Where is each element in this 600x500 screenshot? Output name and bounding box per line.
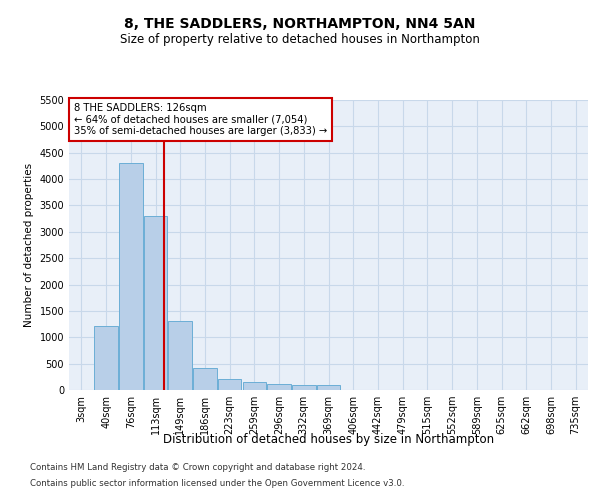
Bar — [317, 384, 340, 390]
Bar — [268, 384, 291, 390]
Text: Size of property relative to detached houses in Northampton: Size of property relative to detached ho… — [120, 32, 480, 46]
Bar — [193, 368, 217, 390]
Bar — [144, 216, 167, 390]
Text: 8, THE SADDLERS, NORTHAMPTON, NN4 5AN: 8, THE SADDLERS, NORTHAMPTON, NN4 5AN — [124, 18, 476, 32]
Bar — [218, 380, 241, 390]
Bar — [242, 382, 266, 390]
Bar — [119, 164, 143, 390]
Y-axis label: Number of detached properties: Number of detached properties — [24, 163, 34, 327]
Text: Contains HM Land Registry data © Crown copyright and database right 2024.: Contains HM Land Registry data © Crown c… — [30, 464, 365, 472]
Bar — [94, 326, 118, 390]
Text: Distribution of detached houses by size in Northampton: Distribution of detached houses by size … — [163, 432, 494, 446]
Text: 8 THE SADDLERS: 126sqm
← 64% of detached houses are smaller (7,054)
35% of semi-: 8 THE SADDLERS: 126sqm ← 64% of detached… — [74, 103, 328, 136]
Bar — [169, 322, 192, 390]
Bar — [292, 384, 316, 390]
Text: Contains public sector information licensed under the Open Government Licence v3: Contains public sector information licen… — [30, 478, 404, 488]
